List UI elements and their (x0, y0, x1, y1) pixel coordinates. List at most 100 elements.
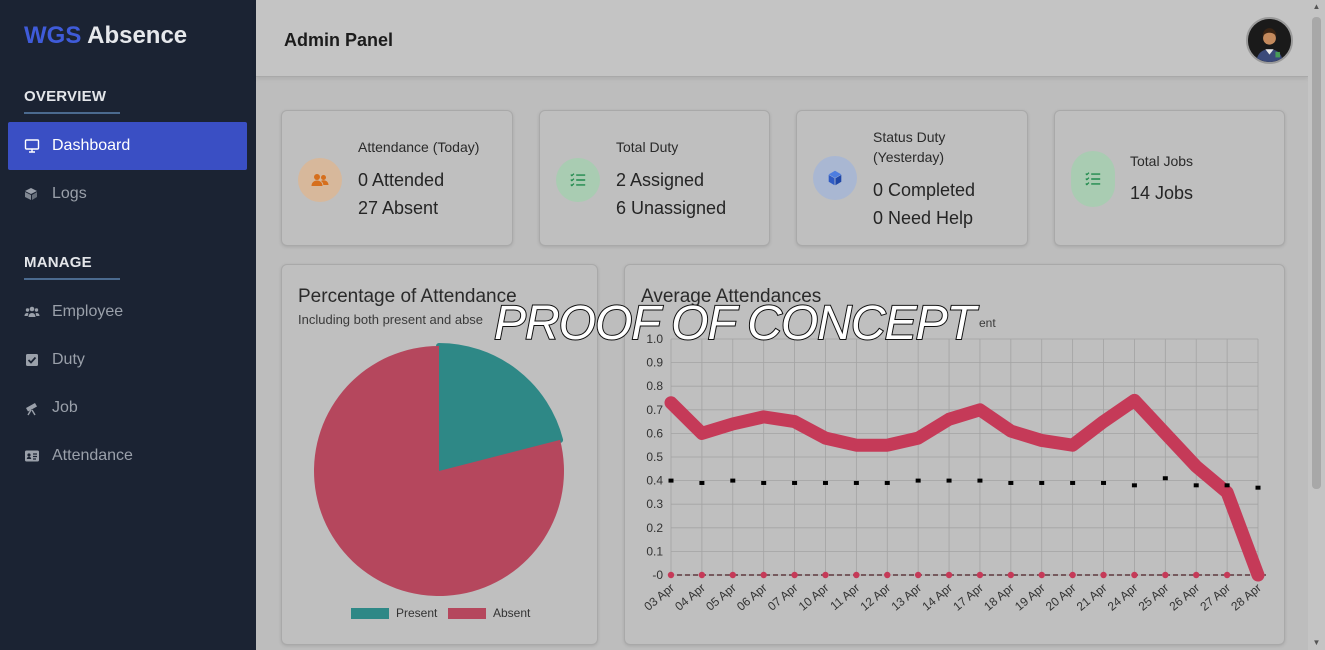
series-point-main (1101, 419, 1106, 424)
x-tick-label: 13 Apr (889, 581, 925, 614)
stat-card-attendance: Attendance (Today) 0 Attended 27 Absent (281, 110, 513, 246)
sidebar-item-logs[interactable]: Logs (8, 170, 247, 218)
series-point-zero (791, 571, 798, 579)
series-point-secondary (1101, 480, 1107, 485)
x-tick-label: 05 Apr (703, 581, 739, 614)
y-tick-label: 0.1 (646, 544, 663, 558)
pie-slice-absent (314, 346, 564, 596)
id-card-icon (24, 448, 40, 464)
users-icon (24, 304, 40, 320)
series-point-main (1132, 398, 1137, 403)
legend-label-present: Present (396, 606, 438, 620)
series-point-zero (884, 571, 891, 579)
series-point-main (947, 417, 952, 422)
sidebar-item-label: Dashboard (52, 137, 131, 154)
x-tick-label: 28 Apr (1228, 581, 1264, 614)
brand-part2: Absence (87, 22, 188, 49)
series-point-zero (945, 571, 953, 579)
stat-label: Attendance (Today) (358, 139, 480, 155)
pie-chart-subtitle: Including both present and abse (298, 312, 484, 327)
series-point-main (1163, 431, 1168, 436)
series-point-zero (976, 571, 984, 579)
series-point-secondary (853, 480, 859, 485)
stat-label-line2: (Yesterday) (873, 149, 945, 165)
series-point-main (1225, 490, 1230, 495)
stat-label: Status Duty (Yesterday) (873, 127, 945, 167)
series-point-zero (1193, 571, 1200, 579)
pie-slice-present (436, 343, 564, 474)
stat-value-need-help: 0 Need Help (873, 208, 974, 228)
overview-section-title: OVERVIEW (24, 88, 121, 114)
line-chart: 1.0 0.9 0.8 0.7 0.6 0.5 0.4 0.3 0.2 0.1 -003 Apr04… (641, 332, 1268, 614)
series-point-zero (1254, 571, 1262, 579)
legend-label-absent: Absent (493, 606, 531, 620)
series-point-main (916, 436, 921, 441)
page-scrollbar[interactable]: ▲ ▼ (1308, 0, 1325, 650)
series-point-main (730, 421, 735, 426)
stat-value-completed: 0 Completed (873, 180, 976, 200)
series-point-secondary (946, 478, 952, 483)
series-point-zero (667, 571, 675, 579)
x-tick-label: 11 Apr (827, 581, 862, 613)
stat-value-attended: 0 Attended (358, 170, 445, 190)
checkbox-icon (24, 352, 40, 368)
x-tick-label: 24 Apr (1105, 581, 1141, 614)
line-chart-panel: Average Attendances ent 1.0 0.9 0.8 0.7 0.6 0… (624, 264, 1285, 645)
x-tick-label: 17 Apr (950, 581, 986, 614)
y-tick-label: 0.4 (646, 474, 663, 488)
page-title: Admin Panel (284, 30, 394, 50)
y-tick-label: -0 (652, 568, 663, 582)
series-point-zero (1069, 571, 1076, 579)
stat-value-assigned: 2 Assigned (616, 170, 705, 190)
legend-swatch-present (351, 608, 389, 619)
line-chart-title: Average Attendances (641, 286, 822, 307)
sidebar-item-employee[interactable]: Employee (8, 288, 247, 336)
series-point-secondary (730, 478, 736, 483)
series-point-zero (760, 571, 767, 579)
sidebar-item-label: Attendance (52, 447, 133, 464)
series-point-main (1070, 443, 1075, 448)
x-tick-label: 04 Apr (672, 581, 708, 614)
monitor-icon (24, 138, 40, 154)
sidebar-item-label: Duty (52, 351, 85, 368)
series-line-main (664, 393, 1265, 582)
series-point-zero (1131, 571, 1138, 579)
x-tick-label: 14 Apr (919, 581, 955, 614)
series-point-main (669, 400, 673, 405)
series-point-secondary (761, 480, 767, 485)
avatar[interactable] (1246, 17, 1293, 64)
sidebar-item-duty[interactable]: Duty (8, 336, 247, 384)
series-point-secondary (1070, 480, 1076, 485)
sidebar-item-job[interactable]: Job (8, 384, 247, 432)
stat-label: Total Jobs (1130, 153, 1194, 169)
stat-value-absent: 27 Absent (358, 198, 439, 218)
sidebar-item-dashboard[interactable]: Dashboard (8, 122, 247, 170)
series-point-main (1008, 429, 1013, 434)
x-tick-label: 06 Apr (734, 581, 770, 614)
y-tick-label: 0.2 (646, 521, 663, 535)
series-point-main (1039, 438, 1044, 443)
scroll-up-icon[interactable]: ▲ (1312, 2, 1321, 11)
scroll-down-icon[interactable]: ▼ (1312, 638, 1321, 647)
stat-label-line1: Status Duty (873, 129, 946, 145)
series-point-secondary (699, 480, 705, 485)
x-tick-label: 12 Apr (858, 581, 894, 614)
series-point-zero (1162, 571, 1169, 579)
series-point-zero (853, 571, 860, 579)
scroll-thumb[interactable] (1312, 17, 1321, 489)
x-tick-label: 18 Apr (981, 581, 1017, 614)
x-tick-label: 27 Apr (1197, 581, 1233, 614)
sidebar-item-attendance[interactable]: Attendance (8, 432, 247, 480)
users-icon (298, 158, 342, 202)
list-check-icon (556, 158, 600, 202)
series-point-zero (698, 571, 706, 579)
series-point-zero (1223, 571, 1231, 579)
telescope-icon (24, 400, 40, 416)
y-tick-label: 0.9 (646, 356, 663, 370)
y-tick-label: 0.6 (646, 426, 663, 440)
brand-logo[interactable]: WGS Absence (24, 22, 187, 50)
x-tick-label: 19 Apr (1012, 581, 1048, 614)
y-tick-label: 0.3 (646, 497, 663, 511)
x-tick-label: 20 Apr (1043, 581, 1079, 614)
series-point-main (977, 407, 982, 412)
